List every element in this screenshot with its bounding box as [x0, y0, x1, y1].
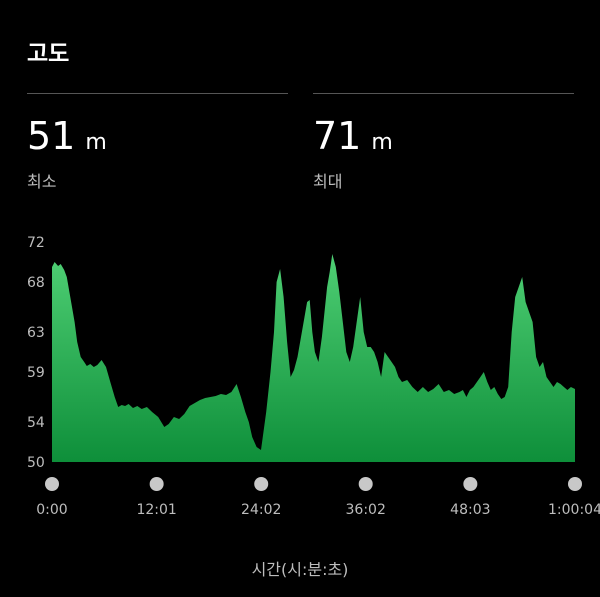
x-tick-marker — [254, 477, 269, 491]
x-tick-label: 12:01 — [136, 502, 176, 518]
elevation-area — [52, 254, 575, 462]
x-tick-label: 0:00 — [36, 502, 67, 518]
x-tick-label: 1:00:04 — [548, 502, 600, 518]
y-tick-label: 50 — [27, 455, 45, 471]
x-tick-marker — [568, 477, 582, 491]
min-stat-value: 51 m — [27, 114, 107, 158]
x-tick-marker — [45, 477, 59, 491]
x-axis-label: 시간(시:분:초) — [251, 560, 349, 579]
min-stat-label: 최소 — [27, 172, 57, 191]
max-unit: m — [371, 130, 393, 155]
max-stat-label: 최대 — [313, 172, 343, 191]
x-tick-marker — [463, 477, 478, 491]
max-stat-value: 71 m — [313, 114, 393, 158]
divider-right — [313, 93, 574, 94]
max-value: 71 — [313, 114, 362, 158]
y-tick-label: 59 — [27, 365, 45, 381]
y-tick-label: 63 — [27, 325, 45, 341]
min-value: 51 — [27, 114, 76, 158]
y-tick-label: 72 — [27, 235, 45, 251]
page-title: 고도 — [27, 41, 70, 67]
x-tick-marker — [149, 477, 164, 491]
min-unit: m — [85, 130, 107, 155]
y-tick-label: 54 — [27, 415, 45, 431]
x-tick-label: 48:03 — [450, 502, 490, 518]
x-tick-marker — [358, 477, 373, 491]
divider-left — [27, 93, 288, 94]
x-tick-label: 36:02 — [346, 502, 386, 518]
y-tick-label: 68 — [27, 275, 45, 291]
x-tick-label: 24:02 — [241, 502, 281, 518]
